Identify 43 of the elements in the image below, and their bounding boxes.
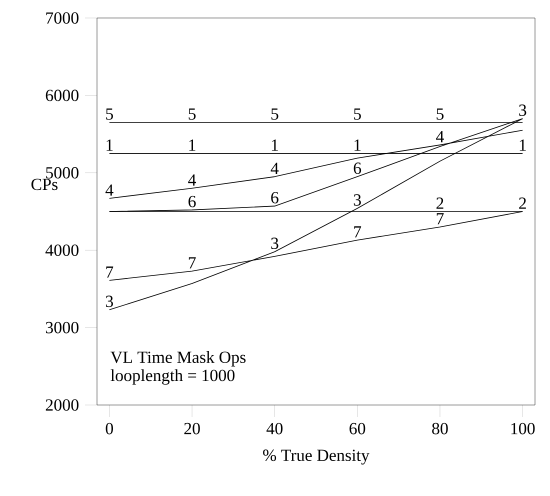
text: 5 bbox=[188, 108, 196, 120]
x-tick-label: 20 bbox=[184, 422, 200, 434]
x-tick-label: 40 bbox=[266, 422, 283, 434]
y-tick-label: 2000 bbox=[46, 399, 78, 411]
y-tick-label: 5000 bbox=[46, 167, 78, 179]
series-label: 4 bbox=[270, 162, 279, 174]
y-tick-label: 4000 bbox=[45, 244, 78, 256]
x-tick-label: 100 bbox=[511, 422, 535, 434]
text: 2 bbox=[519, 198, 526, 209]
text: 1 bbox=[354, 140, 361, 151]
text: 1 bbox=[520, 140, 526, 151]
text: 4 bbox=[105, 184, 114, 196]
text: 6 bbox=[188, 196, 196, 208]
y-tick-label: 3000 bbox=[46, 322, 78, 334]
y-tick-label: 7000 bbox=[46, 12, 78, 24]
series-label: 1 bbox=[106, 140, 113, 151]
x-tick-label: 0 bbox=[106, 422, 114, 434]
x-tick-label: 60 bbox=[350, 422, 366, 434]
annotation: looplength = 1000 bbox=[110, 369, 235, 385]
text: 1 bbox=[272, 140, 278, 151]
text: 6 bbox=[271, 192, 278, 204]
text: 3 bbox=[519, 104, 526, 116]
text: 7 bbox=[188, 257, 196, 268]
text: 5 bbox=[436, 108, 444, 120]
series-label: 3 bbox=[354, 194, 361, 206]
x-tick-label: 80 bbox=[432, 422, 448, 434]
x-axis-title: % True Density bbox=[263, 450, 370, 465]
text: 5 bbox=[354, 108, 361, 120]
text: 7 bbox=[354, 226, 362, 238]
text: 5 bbox=[271, 108, 278, 120]
text: 4 bbox=[188, 174, 196, 186]
text: 7 bbox=[106, 266, 114, 278]
text: 1 bbox=[189, 140, 196, 151]
series-label: 5 bbox=[106, 108, 113, 120]
series-label: 7 bbox=[436, 213, 444, 224]
y-tick-label: 6000 bbox=[46, 90, 78, 102]
text: 3 bbox=[271, 238, 278, 250]
series-label: 6 bbox=[354, 162, 362, 174]
series-label: 2 bbox=[436, 198, 444, 209]
text: 3 bbox=[106, 296, 113, 308]
annotation: VL Time Mask Ops bbox=[110, 351, 246, 366]
text: 4 bbox=[436, 131, 444, 142]
y-axis-title: CPs bbox=[31, 178, 58, 190]
